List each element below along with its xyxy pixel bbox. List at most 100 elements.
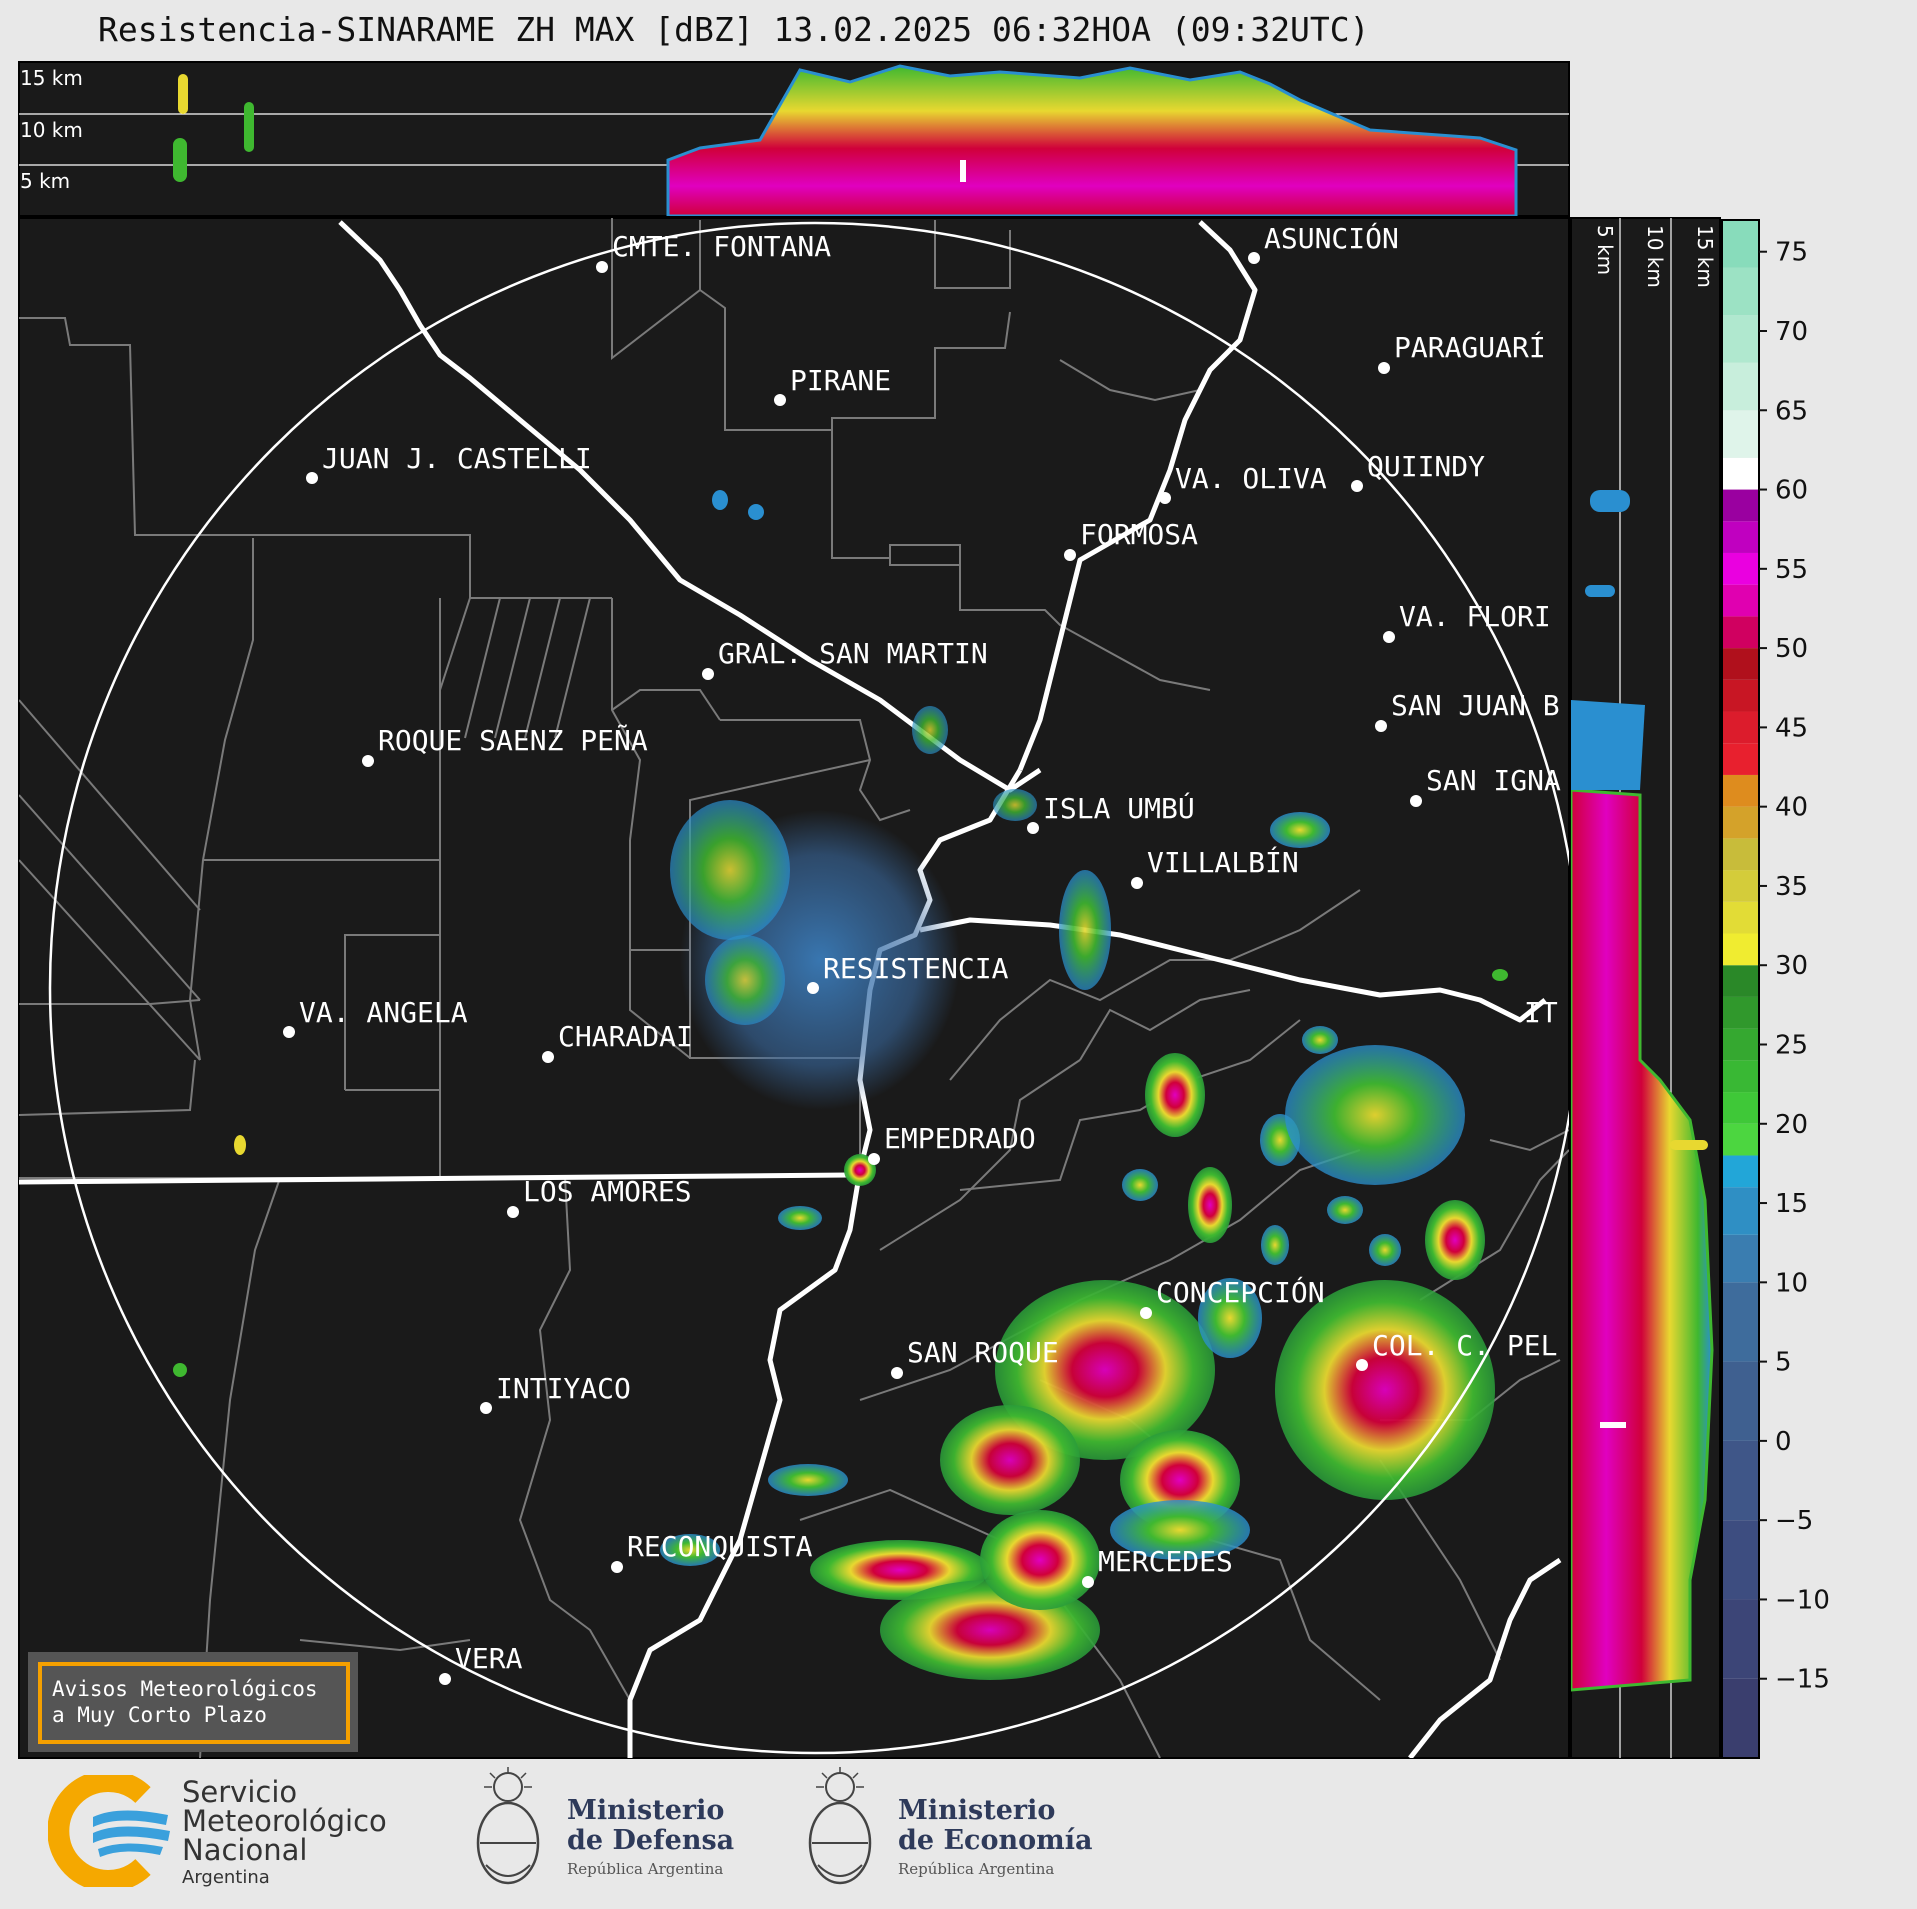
ministerio-defensa-text: Ministerio de Defensa República Argentin…: [567, 1795, 735, 1879]
svg-text:CONCEPCIÓN: CONCEPCIÓN: [1156, 1275, 1325, 1309]
svg-text:CMTE. FONTANA: CMTE. FONTANA: [612, 230, 831, 263]
svg-text:FORMOSA: FORMOSA: [1080, 518, 1198, 551]
svg-text:IT: IT: [1524, 996, 1558, 1029]
colorbar-swatch: [1722, 743, 1759, 775]
warning-box-border: Avisos Meteorológicos a Muy Corto Plazo: [38, 1662, 350, 1744]
svg-text:SAN ROQUE: SAN ROQUE: [907, 1336, 1059, 1369]
svg-text:VA. OLIVA: VA. OLIVA: [1175, 462, 1327, 495]
colorbar-tick-25: 25: [1775, 1030, 1808, 1060]
colorbar-tick-65: 65: [1775, 396, 1808, 426]
colorbar-tick-35: 35: [1775, 872, 1808, 902]
svg-text:QUIINDY: QUIINDY: [1367, 450, 1485, 483]
smn-line-2: Meteorológico: [182, 1804, 387, 1838]
svg-text:PIRANE: PIRANE: [790, 364, 891, 397]
city-va-florida: VA. FLORI: [1383, 600, 1551, 643]
warning-line-2: a Muy Corto Plazo: [52, 1703, 267, 1727]
colorbar-swatch: [1722, 1599, 1759, 1679]
svg-text:JUAN J. CASTELLI: JUAN J. CASTELLI: [322, 442, 592, 475]
city-charadai: CHARADAI: [542, 1020, 693, 1063]
colorbar-swatch: [1722, 1123, 1759, 1156]
svg-text:GRAL. SAN MARTIN: GRAL. SAN MARTIN: [718, 637, 988, 670]
svg-text:ISLA UMBÚ: ISLA UMBÚ: [1043, 791, 1195, 825]
city-juan-castelli: JUAN J. CASTELLI: [306, 442, 592, 484]
svg-text:SAN IGNA: SAN IGNA: [1426, 764, 1561, 797]
colorbar-swatch: [1722, 838, 1759, 871]
radar-echoes: [173, 490, 1508, 1680]
defensa-line-1: Ministerio: [567, 1795, 725, 1826]
colorbar-swatches: [1722, 220, 1759, 1758]
city-markers: ASUNCIÓN CMTE. FONTANA PARAGUARÍ PIRANE …: [283, 221, 1561, 1685]
colorbar-tick-minus15: −15: [1775, 1665, 1830, 1695]
colorbar-tick-minus5: −5: [1775, 1506, 1813, 1536]
city-resistencia: RESISTENCIA: [807, 952, 1009, 994]
colorbar-swatch: [1722, 315, 1759, 363]
colorbar-tick-10: 10: [1775, 1268, 1808, 1298]
colorbar-tick-45: 45: [1775, 713, 1808, 743]
colorbar-swatch: [1722, 870, 1759, 902]
city-intiyaco: INTIYACO: [480, 1372, 631, 1414]
colorbar-swatch: [1722, 679, 1759, 712]
colorbar-swatch: [1722, 806, 1759, 839]
colorbar-swatch: [1722, 362, 1759, 411]
colorbar-swatch: [1722, 552, 1759, 585]
city-pirane: PIRANE: [774, 364, 891, 406]
side-label-10km: 10 km: [1643, 225, 1667, 288]
city-quiindy: QUIINDY: [1351, 450, 1485, 492]
coat-of-arms-defensa-icon: [476, 1767, 540, 1885]
map-title: Resistencia-SINARAME ZH MAX [dBZ] 13.02.…: [98, 10, 1370, 49]
colorbar-tick-75: 75: [1775, 238, 1808, 268]
department-borders: [19, 218, 1569, 1758]
svg-text:VILLALBÍN: VILLALBÍN: [1147, 845, 1299, 879]
city-los-amores: LOS AMORES: [507, 1175, 692, 1218]
smn-line-4: Argentina: [182, 1867, 270, 1888]
city-mercedes: MERCEDES: [1082, 1545, 1233, 1588]
svg-text:ROQUE SAENZ PEÑA: ROQUE SAENZ PEÑA: [378, 723, 648, 757]
colorbar-swatch: [1722, 410, 1759, 458]
colorbar-swatch: [1722, 1678, 1759, 1758]
dbz-colorbar: 75 70 65 60 55 50 45 40 35 30 25 20 15 1…: [1721, 219, 1830, 1759]
economia-line-1: Ministerio: [898, 1795, 1056, 1826]
svg-text:INTIYACO: INTIYACO: [496, 1372, 631, 1405]
city-concepcion: CONCEPCIÓN: [1140, 1275, 1325, 1319]
colorbar-swatch: [1722, 648, 1759, 680]
city-reconquista: RECONQUISTA: [611, 1530, 813, 1573]
colorbar-swatch: [1722, 996, 1759, 1029]
colorbar-swatch: [1722, 1028, 1759, 1061]
coat-of-arms-economia-icon: [808, 1767, 872, 1885]
colorbar-swatch: [1722, 616, 1759, 649]
city-formosa: FORMOSA: [1064, 518, 1198, 561]
svg-text:LOS AMORES: LOS AMORES: [523, 1175, 692, 1208]
main-radar-map: ASUNCIÓN CMTE. FONTANA PARAGUARÍ PIRANE …: [18, 217, 1570, 1759]
economia-line-2: de Economía: [898, 1825, 1093, 1856]
svg-text:RESISTENCIA: RESISTENCIA: [823, 952, 1009, 985]
svg-text:ASUNCIÓN: ASUNCIÓN: [1264, 221, 1399, 255]
top-height-profile: 15 km 10 km 5 km: [18, 61, 1570, 217]
economia-line-3: República Argentina: [898, 1860, 1055, 1878]
colorbar-swatch: [1722, 521, 1759, 553]
svg-text:RECONQUISTA: RECONQUISTA: [627, 1530, 813, 1563]
colorbar-tick-70: 70: [1775, 317, 1808, 347]
colorbar-tick-minus10: −10: [1775, 1585, 1830, 1615]
colorbar-ticks: 75 70 65 60 55 50 45 40 35 30 25 20 15 1…: [1759, 238, 1830, 1695]
city-san-juan-b: SAN JUAN B: [1375, 689, 1560, 732]
colorbar-swatch: [1722, 1282, 1759, 1362]
colorbar-swatch: [1722, 774, 1759, 807]
side-label-5km: 5 km: [1593, 225, 1617, 275]
defensa-line-2: de Defensa: [567, 1825, 735, 1856]
colorbar-swatch: [1722, 267, 1759, 316]
colorbar-tick-30: 30: [1775, 951, 1808, 981]
colorbar-swatch: [1722, 711, 1759, 744]
colorbar-tick-50: 50: [1775, 634, 1808, 664]
colorbar-swatch: [1722, 1060, 1759, 1093]
colorbar-swatch: [1722, 901, 1759, 934]
svg-text:EMPEDRADO: EMPEDRADO: [884, 1122, 1036, 1155]
colorbar-tick-40: 40: [1775, 793, 1808, 823]
warning-box: Avisos Meteorológicos a Muy Corto Plazo: [28, 1652, 358, 1752]
city-san-ignacio: SAN IGNA: [1410, 764, 1561, 807]
defensa-line-3: República Argentina: [567, 1860, 724, 1878]
city-vera: VERA: [439, 1642, 523, 1685]
warning-line-1: Avisos Meteorológicos: [52, 1677, 318, 1701]
top-label-10km: 10 km: [20, 118, 83, 142]
svg-text:VERA: VERA: [455, 1642, 523, 1675]
top-label-15km: 15 km: [20, 66, 83, 90]
